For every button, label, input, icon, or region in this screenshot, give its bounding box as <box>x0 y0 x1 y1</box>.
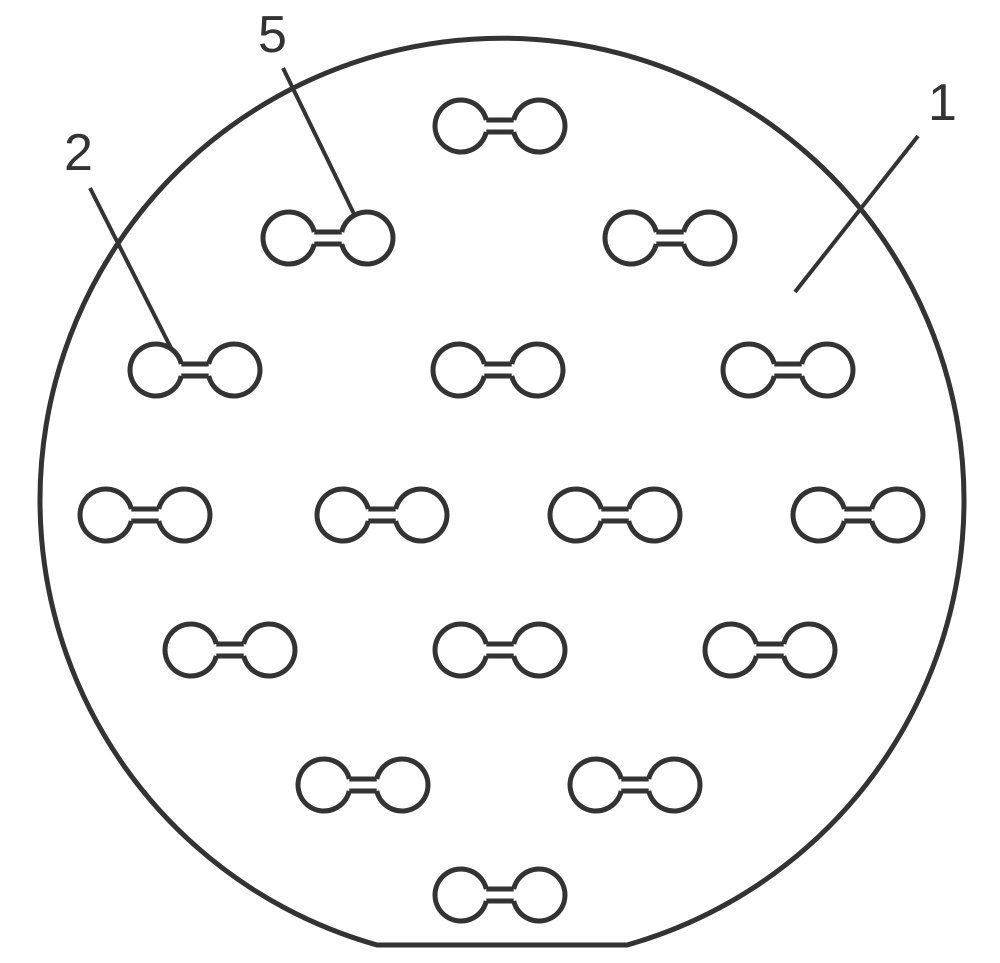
dumbbell-left-circle <box>435 869 486 921</box>
dumbbell-shape <box>263 212 393 264</box>
dumbbell-shape <box>723 344 853 396</box>
leader-line-5 <box>283 68 355 216</box>
dumbbell-right-circle <box>684 212 735 264</box>
dumbbell-right-circle <box>244 624 295 676</box>
dumbbell-shape <box>435 869 565 921</box>
dumbbell-shape <box>165 624 295 676</box>
dumbbell-left-circle <box>165 624 216 676</box>
dumbbell-shape <box>793 489 923 541</box>
callout-label-1: 1 <box>928 74 957 132</box>
dumbbell-right-circle <box>872 489 923 541</box>
dumbbell-right-circle <box>342 212 393 264</box>
dumbbell-right-circle <box>629 489 680 541</box>
dumbbell-shape <box>317 489 447 541</box>
dumbbell-shape <box>435 624 565 676</box>
dumbbell-shape <box>80 489 210 541</box>
dumbbell-shape <box>435 100 565 152</box>
dumbbell-left-circle <box>435 624 486 676</box>
dumbbell-right-circle <box>209 344 260 396</box>
dumbbell-right-circle <box>514 869 565 921</box>
dumbbell-left-circle <box>550 489 601 541</box>
dumbbell-left-circle <box>317 489 368 541</box>
dumbbell-right-circle <box>396 489 447 541</box>
dumbbell-left-circle <box>705 624 756 676</box>
dumbbell-shape <box>298 759 428 811</box>
dumbbell-right-circle <box>512 344 563 396</box>
dumbbell-left-circle <box>433 344 484 396</box>
dumbbell-right-circle <box>784 624 835 676</box>
dumbbell-left-circle <box>130 344 181 396</box>
dumbbell-shape <box>130 344 260 396</box>
dumbbell-left-circle <box>723 344 774 396</box>
dumbbell-right-circle <box>377 759 428 811</box>
dumbbell-shape <box>433 344 563 396</box>
dumbbell-right-circle <box>159 489 210 541</box>
dumbbell-shape <box>550 489 680 541</box>
dumbbell-right-circle <box>514 624 565 676</box>
dumbbell-shape <box>705 624 835 676</box>
dumbbell-left-circle <box>263 212 314 264</box>
dumbbell-left-circle <box>80 489 131 541</box>
dumbbell-left-circle <box>298 759 349 811</box>
dumbbell-right-circle <box>514 100 565 152</box>
dumbbell-shape <box>570 759 700 811</box>
dumbbell-left-circle <box>570 759 621 811</box>
dumbbell-left-circle <box>605 212 656 264</box>
dumbbell-left-circle <box>435 100 486 152</box>
callout-label-5: 5 <box>258 6 287 64</box>
wafer-diagram: 5 2 1 <box>0 0 1000 963</box>
dumbbell-right-circle <box>649 759 700 811</box>
callout-label-2: 2 <box>64 124 93 182</box>
dumbbell-left-circle <box>793 489 844 541</box>
dumbbell-right-circle <box>802 344 853 396</box>
dumbbell-shape <box>605 212 735 264</box>
